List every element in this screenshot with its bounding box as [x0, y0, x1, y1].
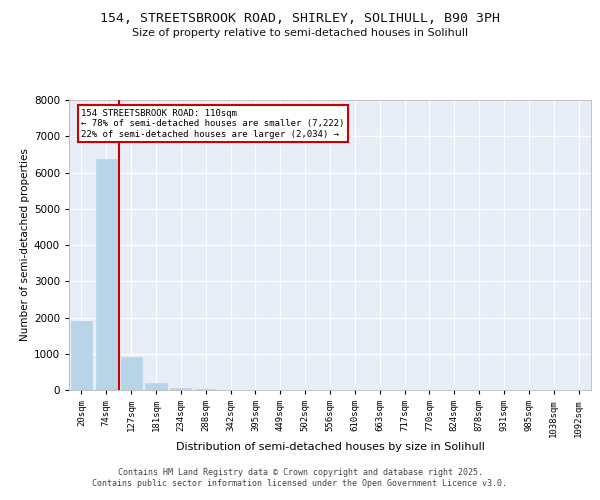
Bar: [71, 321, 92, 390]
Bar: [96, 158, 117, 390]
Y-axis label: Number of semi-detached properties: Number of semi-detached properties: [20, 148, 29, 342]
Bar: [170, 388, 191, 390]
Bar: [145, 383, 167, 390]
Bar: [121, 356, 142, 390]
Text: Contains HM Land Registry data © Crown copyright and database right 2025.
Contai: Contains HM Land Registry data © Crown c…: [92, 468, 508, 487]
X-axis label: Distribution of semi-detached houses by size in Solihull: Distribution of semi-detached houses by …: [176, 442, 484, 452]
Text: 154, STREETSBROOK ROAD, SHIRLEY, SOLIHULL, B90 3PH: 154, STREETSBROOK ROAD, SHIRLEY, SOLIHUL…: [100, 12, 500, 26]
Text: Size of property relative to semi-detached houses in Solihull: Size of property relative to semi-detach…: [132, 28, 468, 38]
Text: 154 STREETSBROOK ROAD: 110sqm
← 78% of semi-detached houses are smaller (7,222)
: 154 STREETSBROOK ROAD: 110sqm ← 78% of s…: [82, 108, 345, 138]
